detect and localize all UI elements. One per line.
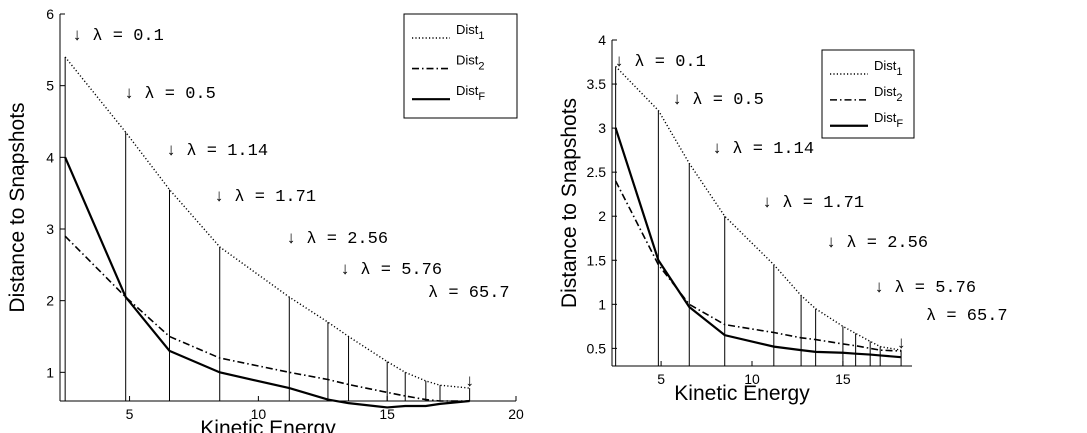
series-line-dist-2: [64, 235, 470, 402]
lambda-annotation: ↓ λ = 1.71: [214, 188, 316, 207]
lambda-annotation: ↓ λ = 0.5: [124, 85, 216, 104]
legend-box: [403, 13, 518, 119]
series-line-dist-f: [64, 156, 470, 409]
lambda-annotation: ↓ λ = 1.14: [712, 140, 814, 159]
x-tick-label: 10: [251, 406, 267, 422]
lambda-annotation: ↓ λ = 5.76: [340, 261, 442, 280]
lambda-annotation: ↓ λ = 0.1: [614, 53, 706, 72]
x-tick-label: 5: [126, 406, 134, 422]
x-tick-label: 15: [835, 371, 851, 387]
x-tick-label: 15: [379, 406, 395, 422]
y-tick-label: 4: [46, 149, 54, 165]
down-arrow-icon: ↓: [465, 373, 475, 392]
legend-label: DistF: [874, 110, 903, 130]
legend-label: Dist2: [456, 53, 485, 73]
series-line-dist-1: [615, 65, 902, 351]
lambda-annotation: ↓ λ = 1.71: [762, 194, 864, 213]
x-tick-label: 20: [508, 406, 524, 422]
y-tick-label: 3.5: [587, 76, 607, 92]
down-arrow-icon: ↓: [896, 335, 906, 354]
y-tick-label: 6: [46, 6, 54, 22]
x-axis-title: Kinetic Energy: [674, 382, 810, 405]
y-tick-label: 2.5: [587, 164, 607, 180]
legend-label: Dist1: [874, 58, 903, 78]
legend-label: DistF: [456, 83, 485, 103]
lambda-annotation: ↓ λ = 0.5: [672, 91, 764, 110]
y-tick-label: 1: [46, 364, 54, 380]
y-tick-label: 2: [46, 293, 54, 309]
lambda-annotation: ↓ λ = 5.76: [874, 279, 976, 298]
legend-box: [821, 49, 915, 139]
series-line-dist-1: [64, 56, 470, 389]
y-tick-label: 3: [598, 120, 606, 136]
y-tick-label: 5: [46, 78, 54, 94]
x-tick-label: 10: [744, 371, 760, 387]
legend-label: Dist2: [874, 84, 903, 104]
legend-label: Dist1: [456, 22, 485, 42]
y-tick-label: 1.5: [587, 252, 607, 268]
lambda-annotation: ↓ λ = 1.14: [166, 142, 268, 161]
lambda-annotation: ↓ λ = 2.56: [826, 234, 928, 253]
lambda-annotation: ↓ λ = 0.1: [72, 27, 164, 46]
lambda-annotation: λ = 65.7: [926, 307, 1008, 326]
y-tick-label: 1: [598, 296, 606, 312]
y-tick-label: 3: [46, 221, 54, 237]
y-tick-label: 4: [598, 32, 606, 48]
lambda-annotation: ↓ λ = 2.56: [286, 230, 388, 249]
y-axis-title: Distance to Snapshots: [6, 102, 29, 312]
series-line-dist-f: [614, 127, 902, 359]
x-axis-title: Kinetic Energy: [200, 417, 336, 433]
y-axis-title: Distance to Snapshots: [558, 98, 581, 308]
y-tick-label: 2: [598, 208, 606, 224]
x-tick-label: 5: [657, 371, 665, 387]
y-tick-label: 0.5: [587, 340, 607, 356]
lambda-annotation: λ = 65.7: [428, 284, 510, 303]
